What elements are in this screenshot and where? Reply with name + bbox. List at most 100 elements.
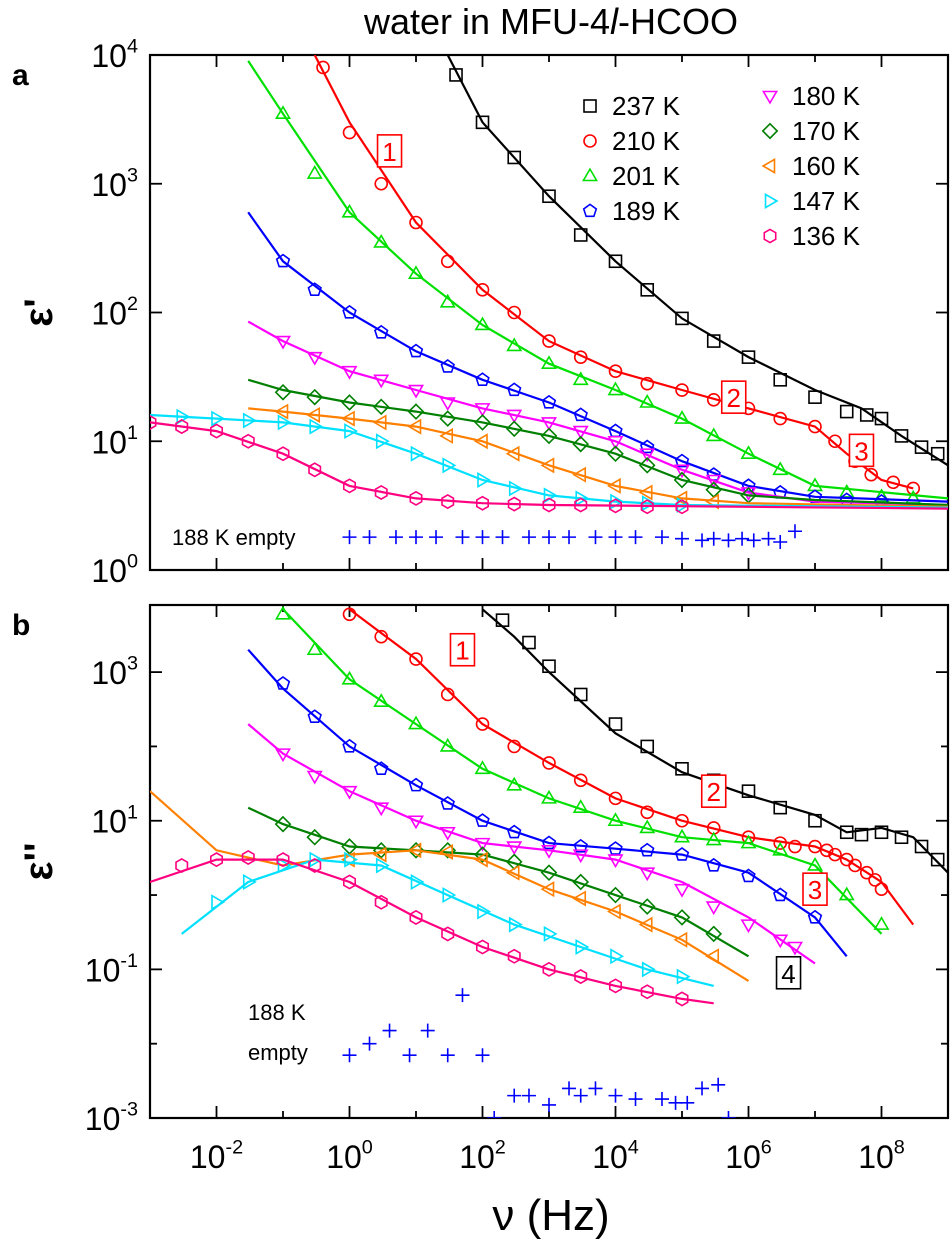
empty-point [388,530,403,545]
data-point [374,761,389,775]
data-point [306,165,323,179]
data-point [542,659,556,674]
data-point [673,909,691,926]
data-point [408,265,424,280]
data-point [848,858,862,873]
annotation-box [802,872,828,906]
data-point [807,909,823,924]
data-point [542,961,556,977]
legend-marker [764,193,779,209]
data-point [854,827,869,842]
data-point [573,407,588,422]
data-point [773,373,788,387]
data-point [276,852,290,868]
data-point [675,761,689,776]
legend-marker [582,167,598,182]
data-point [674,883,690,898]
legend-label: 160 K [792,151,861,181]
empty-point [735,531,750,546]
data-point [441,494,455,510]
data-point [474,851,488,868]
empty-point [787,524,802,539]
data-point [408,815,424,830]
data-point [607,903,621,920]
data-point [439,410,457,427]
data-point [306,406,321,423]
data-point [522,635,536,650]
data-point [839,404,854,419]
data-point [507,948,521,964]
empty-point [628,1092,643,1107]
data-point [772,841,789,856]
data-point [674,410,690,424]
empty-point [675,531,689,546]
data-point [873,916,890,930]
annotation-label: 4 [781,959,795,989]
data-point [342,478,357,494]
annotation-label: 2 [727,383,741,413]
legend-marker [761,122,779,140]
x-tick-label: 106 [725,1137,772,1175]
empty-point [429,530,444,545]
data-point [309,418,324,435]
data-point [639,867,656,882]
data-point [495,613,510,627]
empty-point [495,530,510,545]
fit-line [150,858,714,1005]
x-tick-label: 100 [326,1137,373,1175]
data-point [341,410,355,427]
empty-point [342,530,357,545]
empty-point [521,530,536,545]
empty-point [475,1048,490,1063]
data-point [676,968,691,985]
data-point [242,412,257,429]
panel-label-b: b [12,609,30,642]
data-point [342,607,357,622]
data-point [439,826,456,841]
data-point [610,948,624,965]
empty-point [342,1048,357,1063]
data-point [274,403,289,420]
data-point [542,334,556,348]
data-point [410,873,425,890]
data-point [675,383,689,397]
data-point [859,865,874,880]
empty-label: 188 K empty [172,525,296,550]
data-point [639,448,656,463]
legend-marker [582,203,598,218]
y-axis-label-a: ε' [17,298,61,327]
data-point [307,282,322,296]
data-point [706,392,721,407]
data-point [342,874,357,890]
data-point [275,253,291,268]
legend-marker [583,99,597,113]
data-point [211,410,225,427]
data-point [242,873,257,890]
data-point [277,857,292,874]
data-point [209,852,224,868]
data-point [864,467,878,482]
fit-line [247,378,948,507]
data-point [475,717,490,731]
empty-point [420,1023,435,1038]
data-point [474,433,488,450]
data-point [275,748,291,763]
empty-point [440,1048,455,1063]
data-point [639,819,656,834]
data-point [675,499,689,515]
data-point [307,709,322,723]
data-point [508,916,523,933]
data-point [828,434,842,449]
empty-point [487,1111,502,1118]
data-point [341,203,358,218]
data-point [342,125,357,140]
data-point [373,693,390,707]
empty-point [588,1081,603,1096]
data-point [773,800,788,815]
chart-title: water in MFU-4l-HCOO [363,1,738,42]
fit-line [150,421,948,510]
data-point [211,894,225,911]
empty-label-line1: 188 K [248,1000,306,1025]
annotation-box [848,433,875,468]
data-point [741,784,756,798]
